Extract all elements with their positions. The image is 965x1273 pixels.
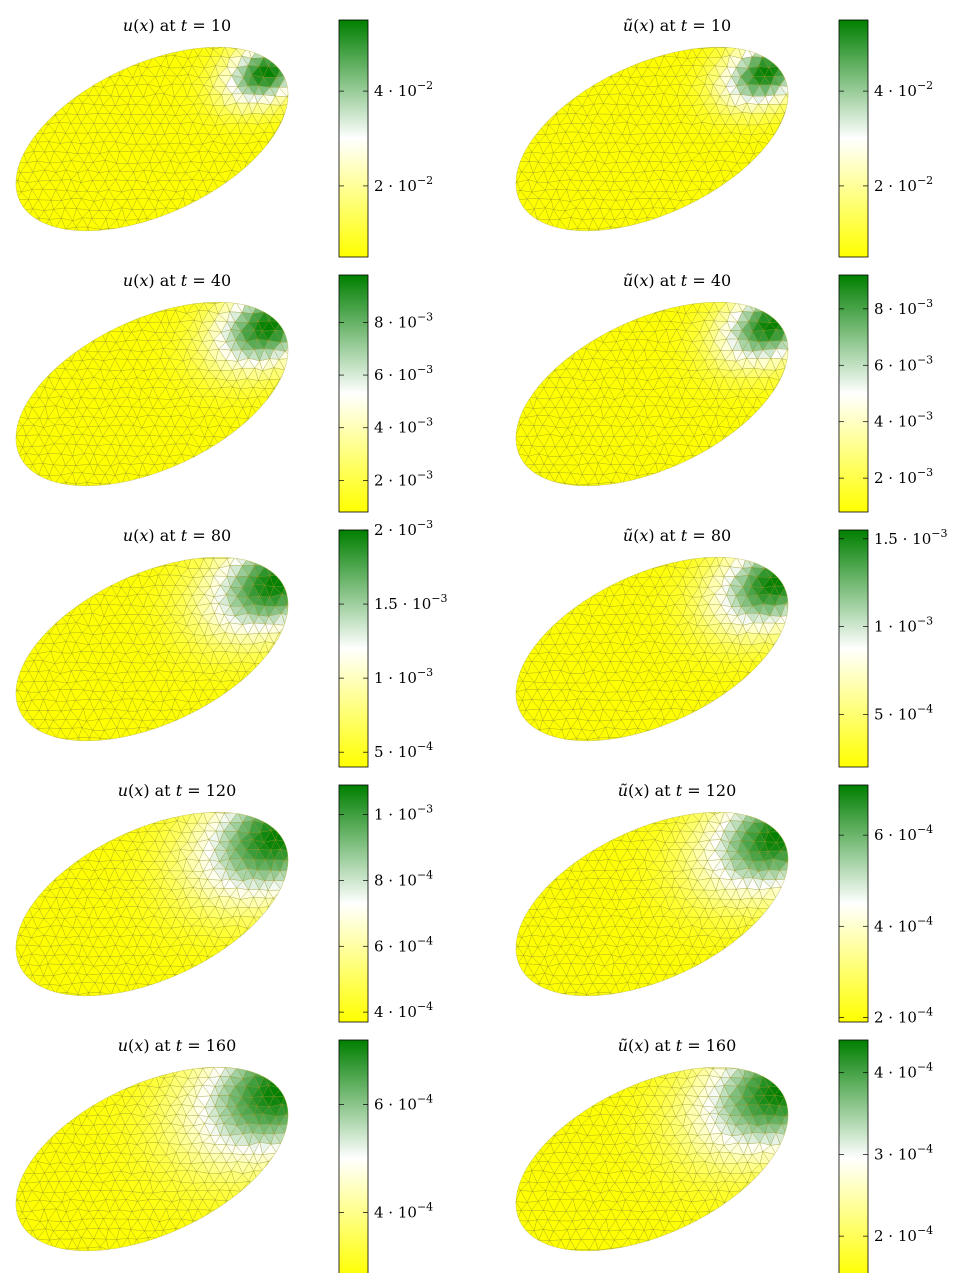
plot-panel: ũ(x) at t = 40 2 · 10−3 4 · 10−3 6 · 10−3 8 … bbox=[487, 271, 933, 524]
title-function: u bbox=[123, 271, 133, 290]
plot-title: ũ(x) at t = 80 bbox=[623, 526, 731, 545]
colorbar-tick-label: 4 · 10−3 bbox=[874, 410, 933, 431]
plot-title: u(x) at t = 160 bbox=[118, 1036, 237, 1055]
colorbar-tick-label: 8 · 10−4 bbox=[374, 868, 433, 889]
title-function: u bbox=[118, 781, 128, 800]
plot-panel: u(x) at t = 80 5 · 10−4 1 · 10−3 1.5 · 10−3… bbox=[0, 518, 447, 779]
title-time: = 160 bbox=[182, 1036, 236, 1055]
colorbar-tick-label: 1 · 10−3 bbox=[374, 666, 433, 687]
colorbar-tick-label: 5 · 10−4 bbox=[874, 702, 933, 723]
title-time: = 40 bbox=[187, 271, 231, 290]
title-function: ũ bbox=[623, 16, 633, 35]
heatmap-domain bbox=[0, 17, 316, 269]
title-time: = 80 bbox=[187, 526, 231, 545]
title-function: ũ bbox=[623, 526, 633, 545]
plot-title: ũ(x) at t = 40 bbox=[623, 271, 731, 290]
colorbar-tick-label: 8 · 10−3 bbox=[874, 297, 933, 318]
colorbar: 5 · 10−4 1 · 10−3 1.5 · 10−3 bbox=[838, 527, 947, 768]
heatmap-domain bbox=[487, 271, 816, 524]
heatmap-domain bbox=[0, 526, 316, 779]
heatmap-domain bbox=[487, 781, 816, 1034]
colorbar-tick-label: 4 · 10−4 bbox=[374, 1200, 433, 1221]
colorbar: 2 · 10−3 4 · 10−3 6 · 10−3 8 · 10−3 bbox=[338, 274, 433, 513]
colorbar-tick-label: 2 · 10−2 bbox=[374, 174, 433, 195]
plot-panel: u(x) at t = 160 4 · 10−4 6 · 10−4 bbox=[0, 1036, 433, 1273]
colorbar-tick-label: 6 · 10−3 bbox=[374, 363, 433, 384]
plot-title: ũ(x) at t = 10 bbox=[623, 16, 731, 35]
title-time: = 10 bbox=[187, 16, 231, 35]
colorbar: 5 · 10−4 1 · 10−3 1.5 · 10−3 2 · 10−3 bbox=[338, 518, 447, 768]
colorbar-tick-label: 6 · 10−4 bbox=[374, 934, 433, 955]
colorbar-tick-label: 2 · 10−2 bbox=[874, 174, 933, 195]
colorbar: 2 · 10−4 3 · 10−4 4 · 10−4 bbox=[838, 1039, 933, 1273]
plot-title: ũ(x) at t = 120 bbox=[618, 781, 737, 800]
colorbar-tick-label: 6 · 10−4 bbox=[874, 823, 933, 844]
colorbar-tick-label: 1 · 10−3 bbox=[874, 615, 933, 636]
heatmap-domain bbox=[487, 527, 816, 779]
title-function: u bbox=[118, 1036, 128, 1055]
colorbar: 2 · 10−4 4 · 10−4 6 · 10−4 bbox=[838, 784, 933, 1026]
colorbar-tick-label: 2 · 10−4 bbox=[874, 1005, 933, 1026]
colorbar-tick-label: 4 · 10−4 bbox=[374, 1000, 433, 1021]
title-time: = 120 bbox=[182, 781, 236, 800]
title-time: = 80 bbox=[687, 526, 731, 545]
title-function: ũ bbox=[623, 271, 633, 290]
colorbar-tick-label: 1 · 10−3 bbox=[374, 803, 433, 824]
heatmap-domain bbox=[487, 1036, 816, 1273]
heatmap-domain bbox=[0, 781, 316, 1034]
colorbar-tick-label: 4 · 10−4 bbox=[874, 1061, 933, 1082]
colorbar-tick-label: 3 · 10−4 bbox=[874, 1142, 933, 1163]
colorbar-tick-label: 4 · 10−2 bbox=[374, 79, 433, 100]
plot-title: ũ(x) at t = 160 bbox=[618, 1036, 737, 1055]
plot-panel: u(x) at t = 120 4 · 10−4 6 · 10−4 8 · 10−4 1… bbox=[0, 781, 433, 1034]
plot-panel: ũ(x) at t = 120 2 · 10−4 4 · 10−4 6 · 10−4 bbox=[487, 781, 933, 1034]
colorbar-tick-label: 4 · 10−3 bbox=[374, 416, 433, 437]
plot-panel: ũ(x) at t = 160 2 · 10−4 3 · 10−4 4 · 10−4 bbox=[487, 1036, 933, 1273]
title-time: = 40 bbox=[687, 271, 731, 290]
colorbar-tick-label: 5 · 10−4 bbox=[374, 740, 433, 761]
plot-title: u(x) at t = 80 bbox=[123, 526, 231, 545]
colorbar-tick-label: 6 · 10−4 bbox=[374, 1093, 433, 1114]
title-function: u bbox=[123, 526, 133, 545]
colorbar-tick-label: 4 · 10−2 bbox=[874, 79, 933, 100]
plot-title: u(x) at t = 10 bbox=[123, 16, 231, 35]
title-time: = 160 bbox=[682, 1036, 736, 1055]
colorbar-tick-label: 1.5 · 10−3 bbox=[874, 527, 947, 548]
plot-title: u(x) at t = 40 bbox=[123, 271, 231, 290]
colorbar-tick-label: 2 · 10−3 bbox=[374, 518, 433, 539]
colorbar-tick-label: 2 · 10−3 bbox=[874, 466, 933, 487]
colorbar: 2 · 10−3 4 · 10−3 6 · 10−3 8 · 10−3 bbox=[838, 274, 933, 513]
title-function: u bbox=[123, 16, 133, 35]
title-time: = 10 bbox=[687, 16, 731, 35]
plot-panel: u(x) at t = 40 2 · 10−3 4 · 10−3 6 · 10−3 8 … bbox=[0, 271, 433, 524]
colorbar: 2 · 10−2 4 · 10−2 bbox=[338, 19, 433, 258]
heatmap-domain bbox=[487, 16, 816, 269]
title-function: ũ bbox=[618, 1036, 628, 1055]
colorbar: 2 · 10−2 4 · 10−2 bbox=[838, 19, 933, 258]
plot-title: u(x) at t = 120 bbox=[118, 781, 237, 800]
colorbar-tick-label: 8 · 10−3 bbox=[374, 310, 433, 331]
plot-panel: ũ(x) at t = 80 5 · 10−4 1 · 10−3 1.5 · 10−3 bbox=[487, 526, 947, 779]
colorbar-tick-label: 1.5 · 10−3 bbox=[374, 592, 447, 613]
colorbar: 4 · 10−4 6 · 10−4 bbox=[338, 1039, 433, 1273]
plot-panel: ũ(x) at t = 10 2 · 10−2 4 · 10−2 bbox=[487, 16, 933, 269]
colorbar-tick-label: 2 · 10−3 bbox=[374, 468, 433, 489]
heatmap-domain bbox=[0, 271, 316, 524]
colorbar-tick-label: 4 · 10−4 bbox=[874, 914, 933, 935]
colorbar: 4 · 10−4 6 · 10−4 8 · 10−4 1 · 10−3 bbox=[338, 784, 433, 1023]
title-function: ũ bbox=[618, 781, 628, 800]
plot-panel: u(x) at t = 10 2 · 10−2 4 · 10−2 bbox=[0, 16, 433, 269]
title-time: = 120 bbox=[682, 781, 736, 800]
colorbar-tick-label: 6 · 10−3 bbox=[874, 353, 933, 374]
colorbar-tick-label: 2 · 10−4 bbox=[874, 1224, 933, 1245]
